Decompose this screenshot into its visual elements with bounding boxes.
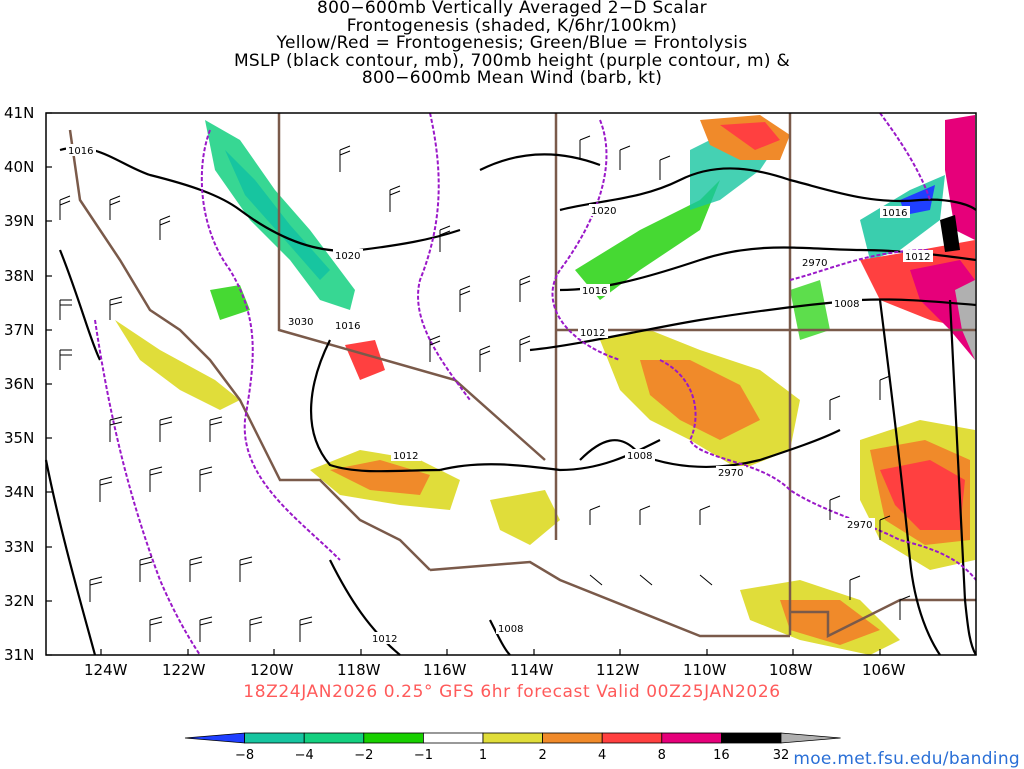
mslp-label: 1012 [905,252,930,263]
colorbar-tick-label: 1 [479,748,487,763]
colorbar-tick-label: 8 [658,748,666,763]
colorbar-segment [721,732,782,744]
colorbar-segment [482,732,543,744]
lat-label: 40N [4,158,34,176]
mslp-label: 1012 [580,328,605,339]
mslp-contours [44,146,977,656]
height-label: 2970 [847,520,872,531]
lat-label: 37N [4,321,34,339]
chart-title: 800−600mb Vertically Averaged 2−D Scalar… [0,0,1024,88]
colorbar-segment [422,732,484,744]
shading-frontogenesis [115,115,975,655]
title-line-5: 800−600mb Mean Wind (barb, kt) [361,68,663,88]
lat-label: 38N [4,267,34,285]
mslp-label: 1008 [498,624,523,635]
lon-label: 116W [423,661,467,679]
mslp-label: 1008 [627,451,652,462]
lon-axis [100,649,881,655]
mslp-label: 1020 [335,251,360,262]
colorbar-tick-label: −8 [235,748,254,763]
source-url: moe.met.fsu.edu/banding [793,749,1020,769]
colorbar-tick-label: −1 [414,748,433,763]
colorbar-segment [542,732,603,744]
colorbar-tick-label: 4 [598,748,606,763]
colorbar-tick-label: −2 [354,748,373,763]
lat-label: 34N [4,483,34,501]
lon-label: 118W [337,661,381,679]
colorbar-segment [780,732,841,744]
lat-label: 33N [4,538,34,556]
lat-labels: 41N 40N 39N 38N 37N 36N 35N 34N 33N 32N … [4,104,34,664]
lat-label: 41N [4,104,34,122]
lat-label: 31N [4,646,34,664]
colorbar-tick-label: 16 [713,748,730,763]
colorbar-segment [601,732,663,744]
colorbar-tick-label: −4 [295,748,314,763]
height-label: 2970 [802,258,827,269]
colorbar-tick-label: 32 [773,748,790,763]
lon-label: 122W [162,661,206,679]
run-info: 18Z24JAN2026 0.25° GFS 6hr forecast Vali… [243,682,781,702]
lon-labels: 124W 122W 120W 118W 116W 114W 112W 110W … [84,661,906,679]
colorbar: −8 −4 −2 −1 1 2 4 8 16 32 [184,732,841,763]
title-line-1: 800−600mb Vertically Averaged 2−D Scalar [317,0,707,18]
height-label: 3030 [288,317,313,328]
height-label: 2970 [718,468,743,479]
mslp-label: 1008 [834,299,859,310]
lat-label: 36N [4,375,34,393]
title-line-2: Frontogenesis (shaded, K/6hr/100km) [346,15,678,36]
colorbar-segment [661,732,722,744]
lat-axis [46,112,52,656]
colorbar-segment [363,732,424,744]
lon-label: 120W [250,661,294,679]
lat-label: 39N [4,212,34,230]
mslp-label: 1016 [582,286,607,297]
mslp-label: 1012 [393,451,418,462]
lon-label: 108W [769,661,813,679]
colorbar-segment [184,732,246,744]
mslp-label: 1020 [591,206,616,217]
mslp-label: 1016 [882,208,907,219]
mslp-label: 1016 [68,146,93,157]
contour-labels: 1016 1020 1016 1020 1016 1016 1012 1012 … [66,144,933,645]
colorbar-segment [244,732,305,744]
colorbar-tick-label: 2 [538,748,546,763]
mslp-label: 1016 [335,321,360,332]
wind-barbs [59,135,911,642]
lon-label: 110W [683,661,727,679]
lat-label: 32N [4,592,34,610]
mslp-label: 1012 [372,634,397,645]
colorbar-segment [303,732,365,744]
title-line-3: Yellow/Red = Frontogenesis; Green/Blue =… [276,33,748,53]
lon-label: 106W [862,661,906,679]
lat-label: 35N [4,429,34,447]
title-line-4: MSLP (black contour, mb), 700mb height (… [233,50,791,71]
lon-label: 124W [84,661,128,679]
lon-label: 114W [510,661,554,679]
lon-label: 112W [596,661,640,679]
